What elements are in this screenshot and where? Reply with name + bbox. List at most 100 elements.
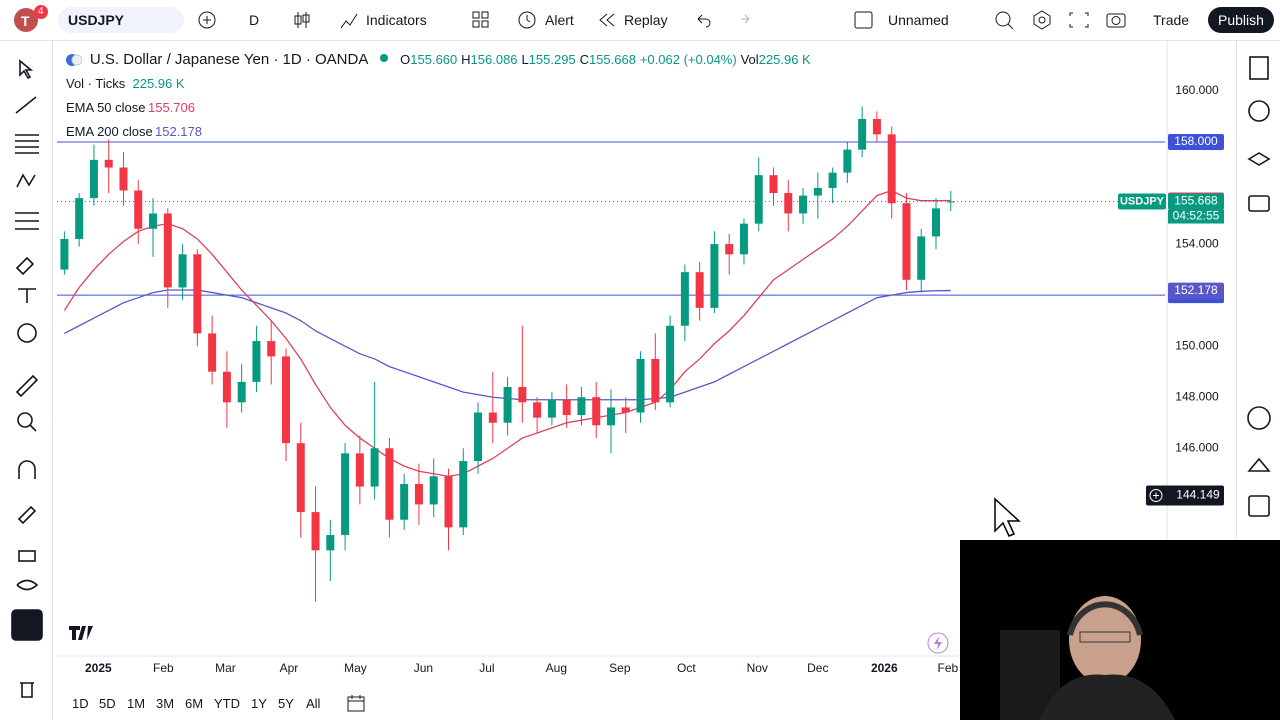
range-button[interactable]: 5Y xyxy=(278,696,294,711)
change: +0.062 (+0.04%) xyxy=(639,52,737,67)
y-tick-label: 160.000 xyxy=(1175,83,1219,97)
x-tick-label: Apr xyxy=(280,661,299,675)
hline-tag-bg xyxy=(1168,133,1224,150)
avatar[interactable]: T xyxy=(21,13,30,29)
mouse-cursor xyxy=(994,497,1021,537)
high: 156.086 xyxy=(470,52,518,67)
layout-name[interactable]: Unnamed xyxy=(888,12,949,28)
candle-body xyxy=(872,119,881,135)
x-tick-label: 2025 xyxy=(85,661,112,675)
candle-body xyxy=(739,223,748,255)
candle-body xyxy=(769,175,778,194)
publish-button[interactable]: Publish xyxy=(1208,7,1274,33)
hline-tag: 158.000 xyxy=(1174,134,1218,148)
candle-body xyxy=(385,448,394,520)
ema-tag: 152.178 xyxy=(1174,283,1218,297)
widget-icons[interactable] xyxy=(1237,41,1280,541)
candle-body xyxy=(370,448,379,487)
ema-tag-bg xyxy=(1168,282,1224,299)
range-button[interactable]: 5D xyxy=(99,696,116,711)
c-label: C xyxy=(579,52,589,67)
lightning-icon[interactable] xyxy=(926,631,950,655)
h-label: H xyxy=(461,52,471,67)
x-tick-label: Feb xyxy=(153,661,174,675)
candle-body xyxy=(607,407,615,426)
close: 155.668 xyxy=(588,52,636,67)
chart-type-icon[interactable] xyxy=(293,10,311,30)
avatar-icon xyxy=(14,5,48,32)
candle-body xyxy=(149,213,158,229)
candle-body xyxy=(666,325,675,403)
x-tick-label: Nov xyxy=(747,661,768,675)
candle-body xyxy=(592,397,601,426)
candle-body xyxy=(577,397,586,416)
candle-body xyxy=(725,244,734,255)
range-button[interactable]: YTD xyxy=(214,696,240,711)
open: 155.660 xyxy=(410,52,458,67)
candle-body xyxy=(474,412,483,462)
volume: 225.96 K xyxy=(758,52,811,67)
range-button[interactable]: 1M xyxy=(127,696,146,711)
range-button[interactable]: 3M xyxy=(156,696,175,711)
last-price-tag: 155.668 xyxy=(1174,194,1218,208)
candle-body xyxy=(193,254,202,334)
top-toolbar: T 4 USDJPY D Indicators Alert Replay Unn… xyxy=(0,0,1280,41)
trade-button[interactable]: Trade xyxy=(1153,12,1190,28)
candle-body xyxy=(917,236,926,280)
crosshair-plus xyxy=(1149,489,1163,503)
candle-body xyxy=(562,399,571,416)
candle-body xyxy=(799,195,808,214)
alert[interactable]: Alert xyxy=(545,12,574,28)
templates-icon[interactable] xyxy=(471,10,491,30)
vol-ticks-value: 225.96 K xyxy=(132,76,185,91)
candle-body xyxy=(518,387,527,403)
candle-body xyxy=(163,213,172,288)
replay-icon[interactable] xyxy=(598,12,616,28)
drawing-tools[interactable] xyxy=(0,41,52,720)
interval[interactable]: D xyxy=(249,12,260,28)
countdown-bg xyxy=(1168,209,1224,224)
range-button[interactable]: All xyxy=(306,696,321,711)
layout-checkbox[interactable] xyxy=(854,11,874,31)
x-tick-label: Dec xyxy=(807,661,828,675)
add-icon[interactable] xyxy=(197,10,217,30)
webcam-overlay xyxy=(960,540,1280,720)
symbol-search[interactable]: USDJPY xyxy=(58,7,184,33)
range-button[interactable]: 6M xyxy=(185,696,204,711)
candle-body xyxy=(710,244,719,308)
right-toolbar xyxy=(1236,41,1280,541)
x-tick-label: Sep xyxy=(609,661,631,675)
toolbar-icons[interactable] xyxy=(993,9,1133,31)
candle-body xyxy=(680,272,689,326)
candle-body xyxy=(89,159,98,199)
indicators[interactable]: Indicators xyxy=(366,12,427,28)
x-tick-label: Jun xyxy=(414,661,433,675)
low: 155.295 xyxy=(528,52,576,67)
y-tick-label: 146.000 xyxy=(1175,440,1219,454)
ema-value: 155.706 xyxy=(148,100,195,115)
flag-icon xyxy=(66,54,83,67)
x-tick-label: Mar xyxy=(215,661,236,675)
indicators-icon[interactable] xyxy=(339,10,359,30)
x-tick-label: 2026 xyxy=(871,661,898,675)
x-tick-label: Feb xyxy=(937,661,958,675)
ema-name: EMA 200 close xyxy=(66,124,153,139)
candle-body xyxy=(60,238,69,270)
crosshair-tag-bg xyxy=(1146,485,1224,506)
candle-body xyxy=(651,358,660,403)
candle-body xyxy=(237,381,246,403)
date-range-icon[interactable] xyxy=(346,693,368,713)
candle-body xyxy=(858,119,867,150)
replay[interactable]: Replay xyxy=(624,12,668,28)
range-button[interactable]: 1D xyxy=(72,696,89,711)
alert-icon[interactable] xyxy=(517,10,537,30)
range-button[interactable]: 1Y xyxy=(251,696,267,711)
candle-body xyxy=(119,167,128,191)
undo-redo[interactable] xyxy=(694,12,754,28)
candle-body xyxy=(636,358,645,413)
candle-body xyxy=(444,476,453,528)
candle-body xyxy=(503,387,512,423)
vol-ticks: Vol · Ticks xyxy=(66,76,126,91)
legend: U.S. Dollar / Japanese Yen · 1D · OANDA … xyxy=(66,51,811,68)
